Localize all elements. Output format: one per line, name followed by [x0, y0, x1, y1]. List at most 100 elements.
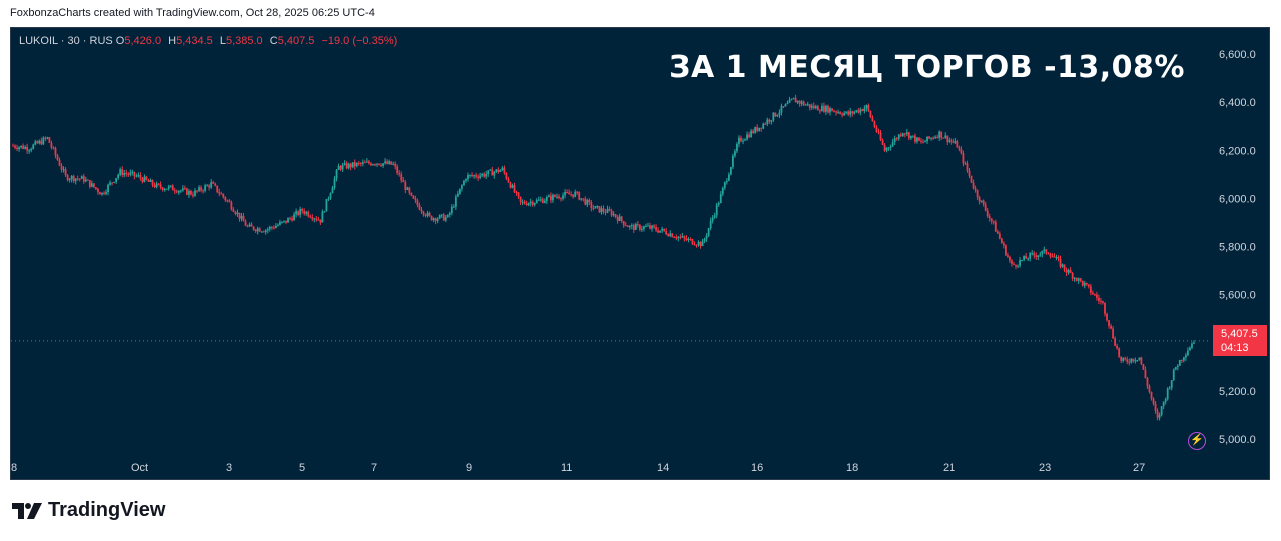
candle: [1069, 267, 1072, 274]
candle: [315, 216, 318, 222]
candle: [295, 208, 298, 218]
symbol-label[interactable]: LUKOIL · 30 · RUS: [19, 35, 113, 47]
candle: [774, 112, 777, 117]
candle: [746, 131, 748, 141]
candle: [602, 205, 605, 215]
candle: [76, 175, 79, 181]
candle: [556, 193, 558, 199]
candle: [12, 143, 14, 147]
candle: [543, 198, 546, 204]
candle: [545, 195, 548, 205]
candle: [95, 186, 97, 191]
candle: [867, 103, 870, 113]
candle: [1075, 277, 1078, 282]
candle: [958, 145, 961, 152]
overlay-title: ЗА 1 МЕСЯЦ ТОРГОВ -13,08%: [669, 50, 1185, 85]
candle: [756, 124, 759, 133]
candle: [748, 131, 750, 139]
x-tick-label: 23: [1039, 462, 1051, 474]
candle: [1160, 406, 1163, 417]
candle: [598, 206, 601, 213]
candle: [1156, 408, 1159, 421]
candle: [82, 173, 85, 184]
candle: [653, 224, 655, 229]
candle: [121, 166, 124, 178]
candle: [1025, 252, 1028, 259]
chart-panel[interactable]: 6,600.0 6,400.0 6,200.0 6,000.0 5,800.0 5,600…: [10, 27, 1270, 480]
candle: [1138, 357, 1141, 361]
candle: [564, 189, 566, 199]
candle: [1132, 358, 1135, 363]
candle: [115, 177, 118, 184]
candle: [299, 206, 302, 218]
tradingview-logo[interactable]: TradingView: [12, 499, 165, 522]
candle: [398, 170, 401, 177]
low-label: L: [219, 35, 226, 47]
candle: [317, 216, 320, 221]
lightning-icon[interactable]: ⚡: [1188, 432, 1206, 450]
candle: [394, 161, 397, 170]
candlestick-chart[interactable]: 6,600.0 6,400.0 6,200.0 6,000.0 5,800.0 5,600…: [11, 28, 1271, 481]
candle: [1170, 380, 1173, 391]
candle: [279, 219, 281, 226]
candle: [86, 179, 89, 181]
candle: [388, 159, 391, 165]
candle: [287, 217, 289, 223]
candle: [277, 223, 279, 227]
candle: [1120, 356, 1123, 364]
candle: [345, 160, 348, 170]
candle: [837, 109, 839, 114]
candle: [1128, 358, 1131, 366]
candle: [210, 179, 213, 189]
candle: [705, 233, 708, 243]
candle: [149, 178, 152, 183]
candle: [600, 205, 603, 215]
candle: [683, 235, 686, 242]
high-label: H: [168, 35, 177, 47]
candle: [240, 213, 243, 222]
candle: [258, 227, 261, 232]
candle: [1065, 267, 1068, 276]
candle: [434, 217, 437, 225]
candle: [871, 115, 874, 122]
candle: [347, 162, 350, 170]
candle: [861, 108, 864, 112]
candle: [319, 219, 322, 226]
candle: [343, 160, 346, 166]
candle: [424, 213, 427, 218]
candle: [198, 185, 200, 192]
candle: [780, 103, 783, 116]
candle: [618, 213, 621, 222]
candle: [54, 146, 57, 159]
candle: [825, 104, 827, 115]
candle: [586, 198, 589, 208]
candle: [1049, 252, 1052, 259]
candle: [420, 206, 423, 214]
candle: [675, 234, 678, 240]
candle: [976, 189, 979, 200]
y-tick-label: 5,200.0: [1219, 386, 1256, 398]
y-tick-label: 5,800.0: [1219, 242, 1256, 254]
candle: [802, 100, 805, 107]
candle: [608, 206, 611, 212]
candle: [636, 220, 639, 228]
candle: [97, 187, 99, 195]
candle: [119, 167, 122, 177]
candle: [527, 202, 530, 207]
candle: [1118, 347, 1121, 359]
candle: [717, 201, 720, 207]
candle: [442, 213, 445, 221]
candle: [1067, 268, 1070, 275]
candle: [99, 191, 101, 195]
candle: [1033, 251, 1036, 259]
candle: [165, 188, 168, 190]
candle: [24, 145, 27, 150]
candle: [911, 135, 914, 139]
candle: [877, 128, 880, 135]
candle: [450, 204, 453, 216]
candle: [841, 112, 844, 118]
candle: [406, 186, 409, 191]
candle: [471, 172, 473, 178]
candle: [151, 179, 154, 188]
candle: [1140, 356, 1143, 365]
